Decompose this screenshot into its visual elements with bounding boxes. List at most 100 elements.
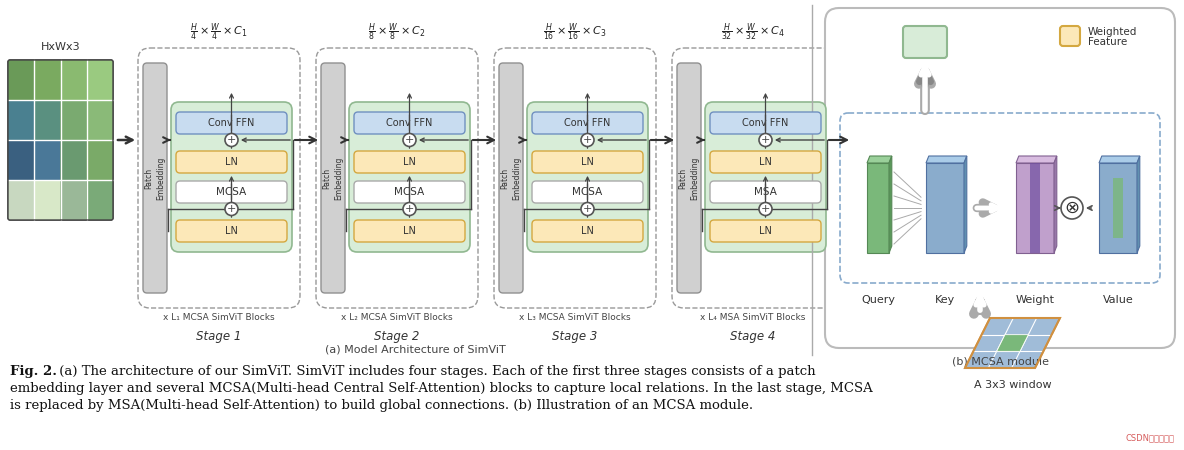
- FancyBboxPatch shape: [710, 151, 821, 173]
- FancyBboxPatch shape: [321, 63, 345, 293]
- Text: A 3x3 window: A 3x3 window: [973, 380, 1051, 390]
- Text: Patch
Embedding: Patch Embedding: [322, 156, 343, 200]
- Text: +: +: [583, 204, 592, 214]
- Text: MCSA: MCSA: [394, 187, 425, 197]
- Text: LN: LN: [225, 157, 238, 167]
- Polygon shape: [965, 318, 1060, 368]
- Text: +: +: [405, 135, 414, 145]
- FancyBboxPatch shape: [60, 180, 86, 220]
- FancyBboxPatch shape: [60, 140, 86, 180]
- FancyBboxPatch shape: [8, 180, 34, 220]
- Text: Key: Key: [935, 295, 955, 305]
- Text: (a) Model Architecture of SimViT: (a) Model Architecture of SimViT: [324, 345, 506, 355]
- FancyBboxPatch shape: [143, 63, 167, 293]
- Text: Value: Value: [1102, 295, 1133, 305]
- Text: LN: LN: [403, 226, 416, 236]
- Text: $\frac{H}{16}\times\frac{W}{16}\times C_3$: $\frac{H}{16}\times\frac{W}{16}\times C_…: [543, 22, 607, 43]
- Circle shape: [759, 134, 772, 147]
- Polygon shape: [1030, 163, 1040, 253]
- Text: +: +: [227, 135, 236, 145]
- Text: +: +: [761, 204, 770, 214]
- Text: $\frac{H}{32}\times\frac{W}{32}\times C_4$: $\frac{H}{32}\times\frac{W}{32}\times C_…: [721, 22, 785, 43]
- FancyBboxPatch shape: [903, 26, 947, 58]
- Text: is replaced by MSA(Multi-head Self-Attention) to build global connections. (b) I: is replaced by MSA(Multi-head Self-Atten…: [9, 399, 753, 412]
- FancyBboxPatch shape: [532, 112, 643, 134]
- Text: +: +: [405, 204, 414, 214]
- FancyBboxPatch shape: [532, 181, 643, 203]
- Text: (b) MCSA module: (b) MCSA module: [952, 356, 1049, 366]
- Circle shape: [225, 134, 238, 147]
- FancyBboxPatch shape: [354, 220, 465, 242]
- FancyBboxPatch shape: [532, 151, 643, 173]
- Circle shape: [1061, 197, 1083, 219]
- FancyBboxPatch shape: [60, 60, 86, 100]
- FancyBboxPatch shape: [349, 102, 470, 252]
- Text: Feature: Feature: [1088, 37, 1127, 47]
- FancyBboxPatch shape: [527, 102, 648, 252]
- Text: (a) The architecture of our SimViT. SimViT includes four stages. Each of the fir: (a) The architecture of our SimViT. SimV…: [54, 365, 816, 378]
- FancyBboxPatch shape: [8, 140, 34, 180]
- Circle shape: [581, 134, 594, 147]
- Text: Conv FFN: Conv FFN: [386, 118, 432, 128]
- Polygon shape: [867, 156, 892, 163]
- Text: LN: LN: [581, 226, 594, 236]
- Text: +: +: [583, 135, 592, 145]
- FancyBboxPatch shape: [8, 60, 112, 220]
- Text: CSDN博客分享年: CSDN博客分享年: [1126, 433, 1175, 442]
- Polygon shape: [926, 163, 964, 253]
- Circle shape: [225, 202, 238, 216]
- Polygon shape: [1016, 156, 1057, 163]
- Polygon shape: [964, 156, 967, 253]
- Text: Stage 1: Stage 1: [197, 330, 242, 343]
- FancyBboxPatch shape: [498, 63, 523, 293]
- FancyBboxPatch shape: [34, 60, 60, 100]
- Text: +: +: [227, 204, 236, 214]
- FancyBboxPatch shape: [176, 220, 287, 242]
- Text: LN: LN: [225, 226, 238, 236]
- Text: x L₁ MCSA SimViT Blocks: x L₁ MCSA SimViT Blocks: [163, 313, 275, 322]
- FancyBboxPatch shape: [8, 100, 34, 140]
- FancyBboxPatch shape: [176, 112, 287, 134]
- Text: Weighted: Weighted: [1088, 27, 1138, 37]
- FancyBboxPatch shape: [170, 102, 292, 252]
- Circle shape: [403, 134, 416, 147]
- Polygon shape: [1113, 178, 1122, 238]
- Text: $\frac{H}{4}\times\frac{W}{4}\times C_1$: $\frac{H}{4}\times\frac{W}{4}\times C_1$: [191, 22, 247, 43]
- FancyBboxPatch shape: [354, 181, 465, 203]
- Text: $\frac{H}{8}\times\frac{W}{8}\times C_2$: $\frac{H}{8}\times\frac{W}{8}\times C_2$: [368, 22, 426, 43]
- Text: Fig. 2.: Fig. 2.: [9, 365, 57, 378]
- Polygon shape: [1099, 156, 1140, 163]
- Text: Stage 4: Stage 4: [731, 330, 776, 343]
- Polygon shape: [1054, 156, 1057, 253]
- FancyBboxPatch shape: [354, 112, 465, 134]
- Text: MCSA: MCSA: [217, 187, 246, 197]
- FancyBboxPatch shape: [677, 63, 701, 293]
- FancyBboxPatch shape: [176, 151, 287, 173]
- FancyBboxPatch shape: [60, 100, 86, 140]
- FancyBboxPatch shape: [825, 8, 1175, 348]
- Text: Stage 2: Stage 2: [374, 330, 419, 343]
- Circle shape: [759, 202, 772, 216]
- Text: Patch
Embedding: Patch Embedding: [144, 156, 166, 200]
- FancyBboxPatch shape: [8, 60, 34, 100]
- Text: Stage 3: Stage 3: [552, 330, 598, 343]
- Polygon shape: [997, 335, 1029, 351]
- FancyBboxPatch shape: [1060, 26, 1080, 46]
- FancyBboxPatch shape: [176, 181, 287, 203]
- Text: LN: LN: [759, 226, 772, 236]
- Text: LN: LN: [403, 157, 416, 167]
- Text: +: +: [761, 135, 770, 145]
- Circle shape: [581, 202, 594, 216]
- Text: Conv FFN: Conv FFN: [565, 118, 611, 128]
- Polygon shape: [1137, 156, 1140, 253]
- Circle shape: [403, 202, 416, 216]
- FancyBboxPatch shape: [34, 140, 60, 180]
- Text: Weight: Weight: [1016, 295, 1055, 305]
- Polygon shape: [1016, 163, 1054, 253]
- Text: LN: LN: [581, 157, 594, 167]
- Polygon shape: [1099, 163, 1137, 253]
- Text: x L₄ MSA SimViT Blocks: x L₄ MSA SimViT Blocks: [700, 313, 805, 322]
- Text: Conv FFN: Conv FFN: [742, 118, 789, 128]
- FancyBboxPatch shape: [86, 140, 112, 180]
- FancyBboxPatch shape: [86, 100, 112, 140]
